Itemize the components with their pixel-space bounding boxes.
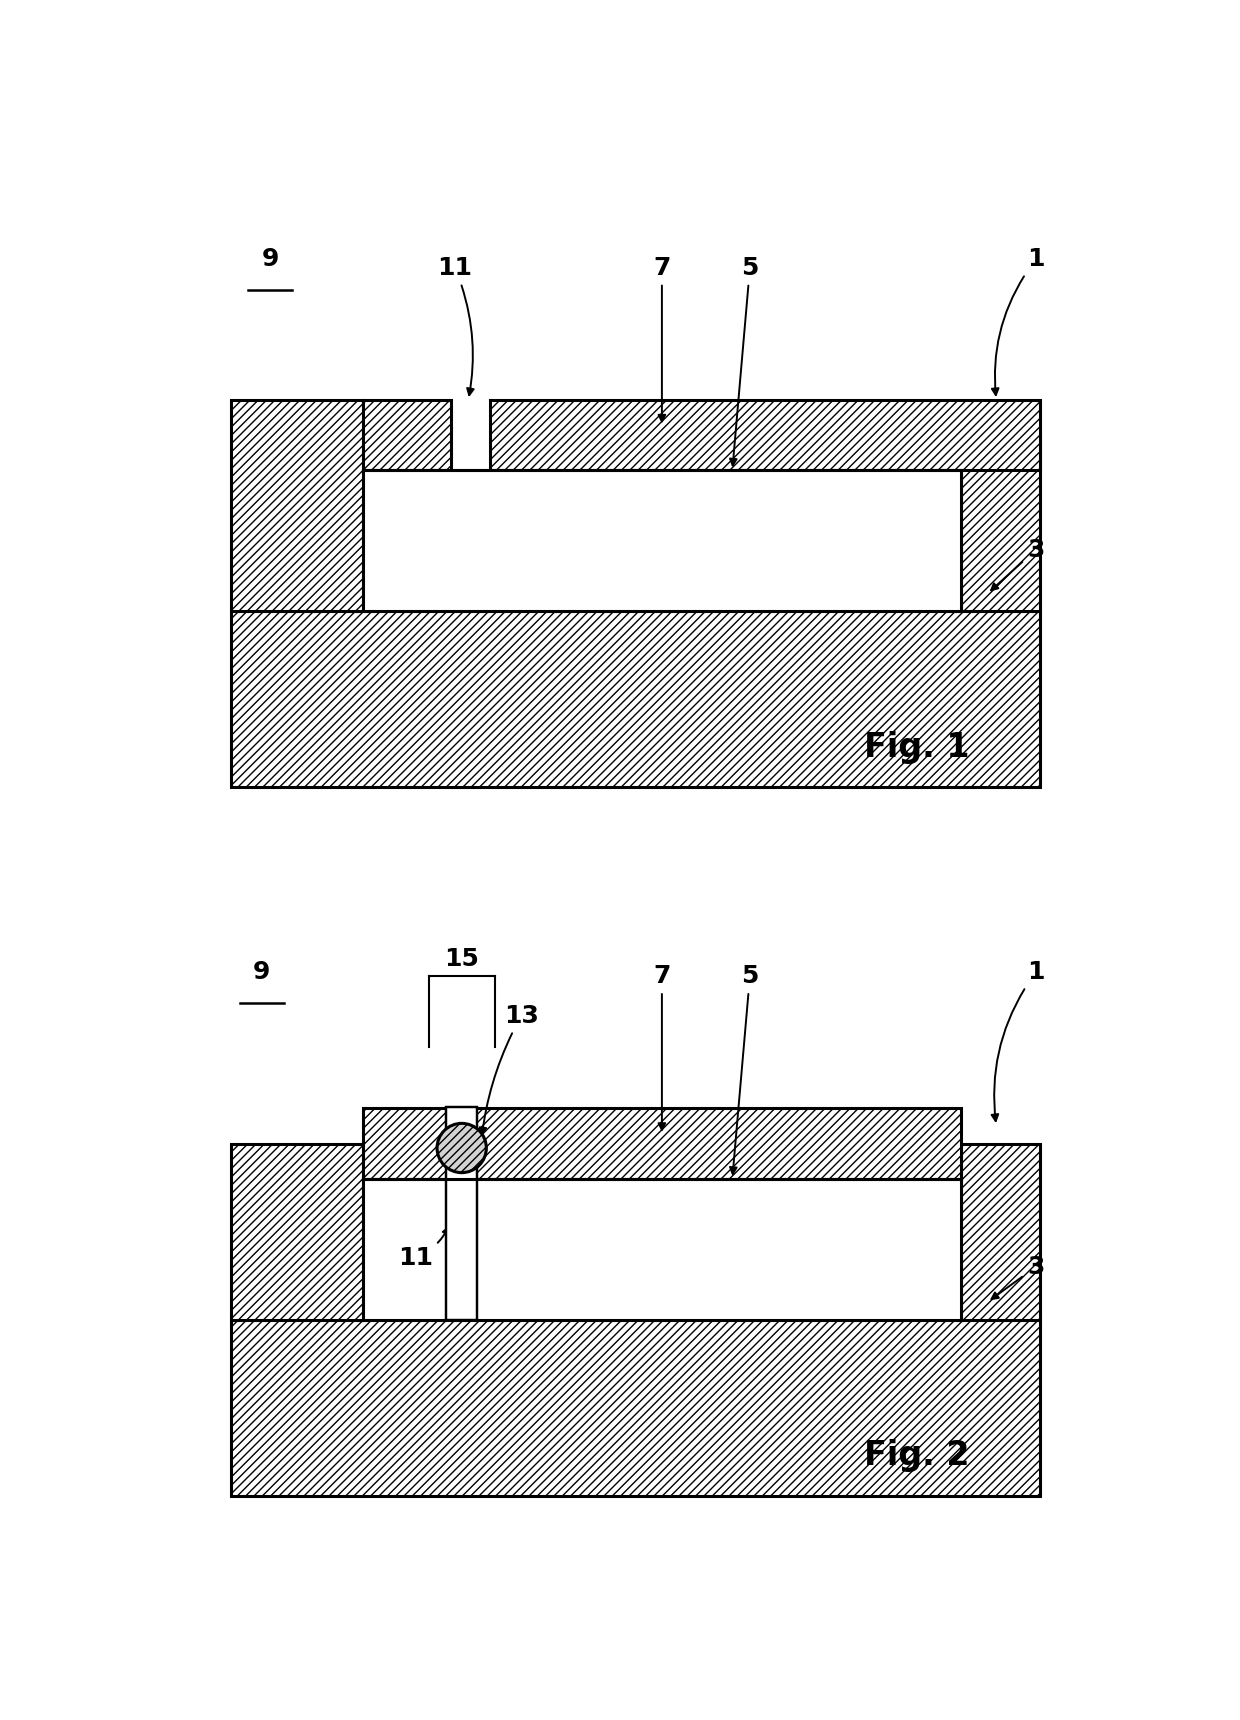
Text: 11: 11 bbox=[398, 1228, 449, 1269]
Bar bbox=[961, 1144, 1040, 1319]
Text: 1: 1 bbox=[992, 248, 1044, 396]
Text: 9: 9 bbox=[262, 248, 279, 272]
Circle shape bbox=[436, 1123, 486, 1173]
Text: 5: 5 bbox=[730, 256, 759, 466]
Text: 15: 15 bbox=[444, 946, 479, 970]
Bar bbox=[961, 435, 1040, 611]
Text: Fig. 1: Fig. 1 bbox=[864, 731, 970, 764]
Bar bbox=[362, 1108, 961, 1178]
Text: 5: 5 bbox=[730, 965, 759, 1173]
Bar bbox=[231, 1319, 1040, 1496]
Text: 7: 7 bbox=[653, 256, 671, 421]
Text: 9: 9 bbox=[253, 960, 270, 984]
Bar bbox=[362, 1178, 961, 1319]
Bar bbox=[231, 1144, 362, 1319]
Bar bbox=[231, 401, 362, 611]
Bar bbox=[362, 470, 961, 611]
Text: 11: 11 bbox=[438, 256, 474, 396]
Bar bbox=[362, 401, 450, 470]
Bar bbox=[231, 611, 1040, 788]
Text: 7: 7 bbox=[653, 965, 671, 1130]
Bar bbox=[446, 1106, 477, 1319]
Text: 1: 1 bbox=[992, 960, 1044, 1121]
Text: 3: 3 bbox=[992, 1256, 1044, 1299]
Text: Fig. 2: Fig. 2 bbox=[864, 1440, 970, 1472]
Bar bbox=[490, 401, 1040, 470]
Text: 3: 3 bbox=[991, 538, 1044, 590]
Text: 13: 13 bbox=[480, 1004, 538, 1133]
